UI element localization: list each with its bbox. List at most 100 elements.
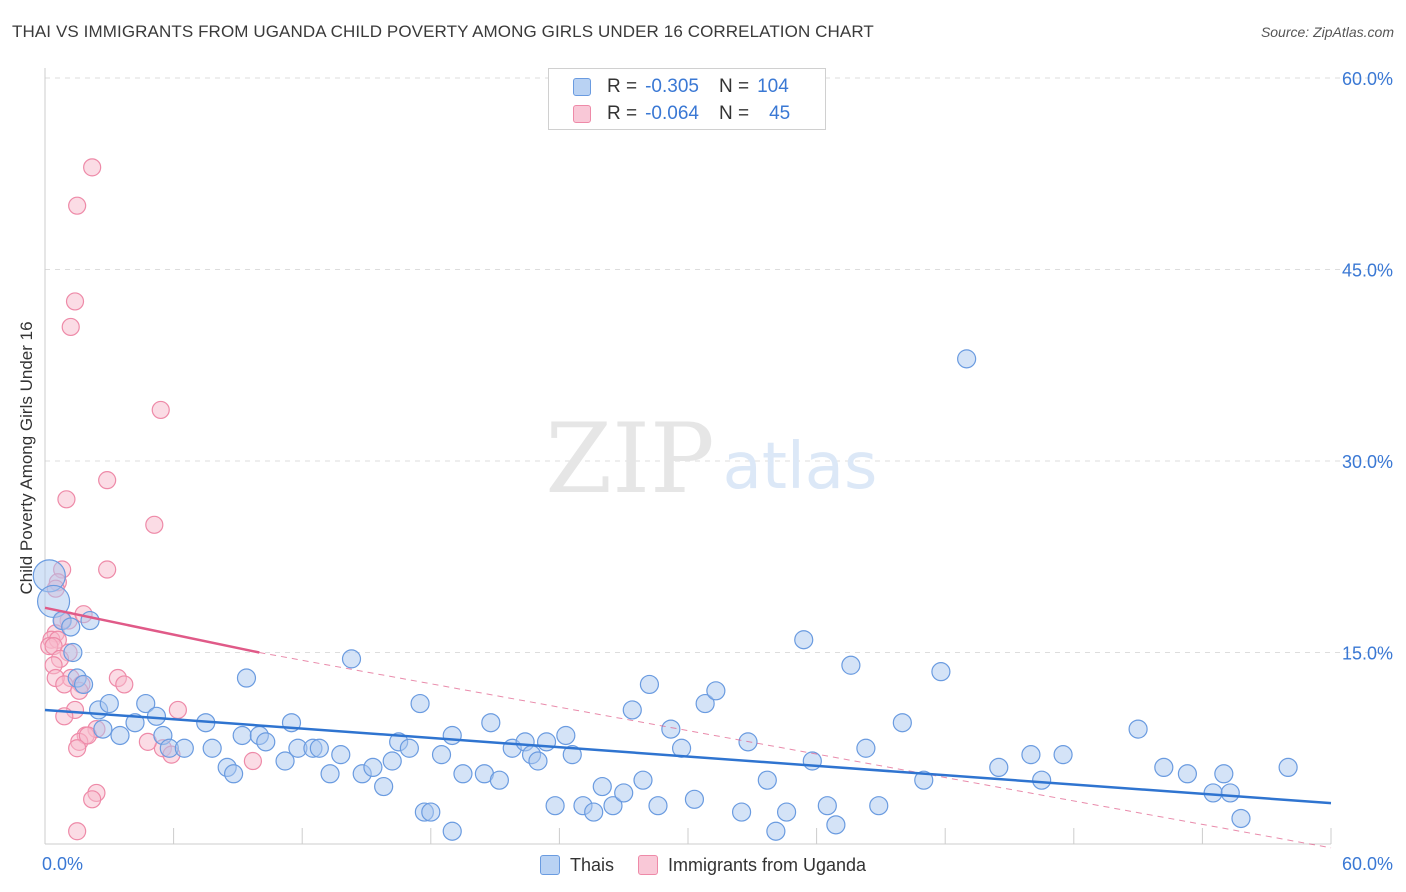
uganda-point — [83, 790, 102, 809]
thai-point — [80, 610, 100, 631]
thai-point — [1021, 745, 1041, 765]
thai-point — [989, 757, 1009, 778]
thai-point — [136, 693, 156, 714]
y-tick-label: 60.0% — [1342, 69, 1393, 89]
thai-point — [309, 738, 329, 758]
thai-point — [453, 764, 473, 784]
thai-point — [363, 757, 383, 778]
watermark-atlas: atlas — [723, 430, 878, 504]
thai-point — [1154, 757, 1174, 778]
thai-point — [1128, 719, 1148, 739]
uganda-point — [61, 317, 80, 337]
thai-point — [914, 770, 934, 790]
thai-point — [622, 700, 642, 720]
legend-r-value: -0.305 — [645, 76, 699, 97]
thai-point — [731, 802, 752, 822]
thai-point — [648, 796, 668, 816]
thai-point — [1032, 770, 1052, 790]
uganda-point — [168, 700, 187, 720]
uganda-point — [98, 560, 117, 579]
thai-point — [489, 770, 509, 790]
legend-n-value: 104 — [757, 76, 789, 97]
uganda-point — [145, 515, 164, 534]
legend-item-uganda[interactable]: Immigrants from Uganda — [637, 854, 867, 876]
thai-point — [125, 713, 145, 733]
thai-point — [528, 751, 548, 771]
y-tick-label: 15.0% — [1342, 644, 1393, 664]
legend-label-uganda: Immigrants from Uganda — [667, 854, 867, 875]
uganda-point — [98, 471, 117, 490]
thai-point — [73, 674, 94, 695]
thai-point — [341, 649, 362, 669]
uganda-point — [68, 196, 87, 215]
thai-point — [856, 738, 876, 758]
uganda-trend-line — [44, 606, 260, 654]
thai-point — [766, 821, 786, 841]
x-tick-label: 60.0% — [1342, 854, 1393, 874]
uganda-swatch — [637, 855, 658, 875]
thai-point — [1220, 783, 1240, 803]
thai-point — [382, 751, 402, 771]
thai-point — [556, 725, 576, 746]
thai-point — [603, 796, 623, 816]
thai-point — [63, 642, 83, 663]
thai-point — [841, 655, 861, 675]
source-credit: Source: ZipAtlas.com — [1260, 24, 1394, 40]
legend-row-uganda: R = -0.064 N = 45 — [573, 101, 790, 127]
thai-point — [706, 681, 726, 701]
legend-r-label: R = — [607, 76, 638, 97]
thai-point — [236, 668, 257, 688]
uganda-point — [151, 400, 170, 420]
legend-n-value: 45 — [769, 103, 791, 124]
thai-point — [421, 802, 441, 822]
uganda-point — [68, 822, 87, 841]
thai-point — [442, 725, 462, 746]
thai-point — [536, 732, 557, 752]
thai-point — [399, 738, 419, 758]
thai-point — [639, 674, 660, 695]
series-thai-points — [32, 349, 1298, 841]
thai-swatch — [539, 855, 560, 875]
series-legend: Thais Immigrants from Uganda — [0, 852, 1406, 878]
thai-point — [545, 796, 565, 816]
thai-point — [275, 751, 295, 771]
y-tick-label: 45.0% — [1342, 261, 1393, 281]
uganda-point — [57, 490, 76, 509]
thai-point — [202, 738, 222, 758]
legend-item-thais[interactable]: Thais — [539, 855, 614, 876]
uganda-point — [83, 158, 102, 177]
chart-title: THAI VS IMMIGRANTS FROM UGANDA CHILD POV… — [12, 22, 874, 41]
thai-point — [684, 789, 705, 809]
thai-point — [93, 719, 113, 739]
thai-point — [174, 738, 194, 758]
thai-point — [802, 751, 822, 771]
thai-swatch — [573, 78, 591, 96]
legend-r-label: R = — [607, 103, 638, 124]
thai-point — [61, 617, 81, 637]
thai-point — [957, 349, 977, 369]
thai-point — [614, 783, 634, 803]
legend-n-label: N = — [718, 103, 750, 124]
x-tick-label: 0.0% — [42, 854, 83, 874]
thai-point — [1278, 757, 1298, 778]
thai-point — [661, 719, 681, 739]
thai-point — [592, 776, 612, 797]
thai-point — [110, 725, 130, 746]
thai-point — [826, 815, 846, 835]
uganda-point — [115, 675, 134, 694]
thai-point — [410, 693, 430, 714]
thai-point — [1053, 745, 1073, 765]
thai-point — [481, 713, 501, 733]
thai-point — [442, 821, 462, 841]
uganda-swatch — [573, 105, 591, 123]
thai-point — [869, 796, 889, 816]
thai-point — [256, 732, 276, 752]
thai-point — [931, 662, 951, 682]
thai-point — [794, 630, 814, 650]
uganda-point — [65, 292, 85, 311]
thai-point — [431, 745, 452, 765]
trend-lines — [44, 606, 1332, 849]
y-axis-label: Child Poverty Among Girls Under 16 — [17, 321, 36, 594]
correlation-legend: R = -0.305 N = 104 R = -0.064 N = 45 — [548, 68, 826, 130]
